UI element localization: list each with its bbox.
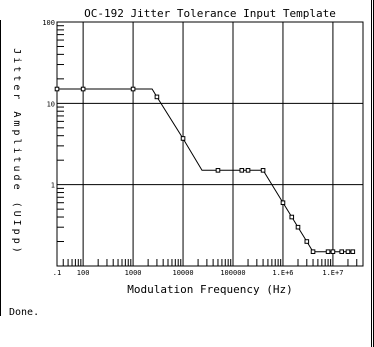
y-tick-label: 100 bbox=[42, 19, 55, 27]
x-tick-labels: .1 100 1000 10000 100000 1.E+6 1.E+7 bbox=[53, 269, 344, 277]
y-axis-label: Jitter Amplitude (UIpp) bbox=[11, 48, 22, 255]
chart-title: OC-192 Jitter Tolerance Input Template bbox=[84, 7, 336, 20]
data-point bbox=[54, 86, 60, 92]
series-line bbox=[57, 88, 353, 253]
data-point bbox=[325, 249, 331, 254]
series-layer bbox=[54, 86, 356, 254]
data-point bbox=[180, 136, 186, 141]
data-point bbox=[215, 168, 221, 173]
data-point bbox=[345, 249, 351, 254]
axis-ticks bbox=[56, 25, 364, 266]
status-text: Done. bbox=[9, 307, 40, 318]
data-point bbox=[304, 239, 310, 244]
x-tick-label: 1.E+6 bbox=[272, 269, 293, 277]
plot-area bbox=[56, 21, 364, 267]
x-tick-label: .1 bbox=[53, 269, 61, 277]
data-point bbox=[80, 86, 86, 92]
x-tick-label: 10000 bbox=[173, 269, 194, 277]
data-point bbox=[239, 168, 245, 173]
data-point bbox=[295, 224, 301, 230]
y-tick-label: 10 bbox=[47, 100, 55, 108]
data-point bbox=[350, 249, 356, 254]
data-point bbox=[289, 214, 295, 220]
y-tick-label: 1 bbox=[51, 182, 55, 190]
data-point bbox=[154, 94, 160, 100]
window-left-border bbox=[0, 20, 1, 316]
data-point bbox=[330, 249, 336, 254]
x-tick-label: 100000 bbox=[220, 269, 245, 277]
x-axis-label: Modulation Frequency (Hz) bbox=[127, 283, 293, 296]
x-tick-label: 1.E+7 bbox=[322, 269, 343, 277]
data-point bbox=[245, 168, 251, 173]
window-right-border bbox=[371, 0, 372, 347]
data-point bbox=[339, 249, 345, 254]
data-point bbox=[280, 200, 286, 206]
x-tick-label: 1000 bbox=[125, 269, 142, 277]
x-tick-label: 100 bbox=[77, 269, 90, 277]
data-point bbox=[310, 249, 316, 254]
gridlines bbox=[57, 22, 363, 266]
data-point bbox=[260, 168, 266, 173]
data-point bbox=[130, 86, 136, 92]
y-axis-label-text: Jitter Amplitude (UIpp) bbox=[11, 48, 22, 255]
y-tick-labels: 100 10 1 bbox=[42, 19, 55, 190]
